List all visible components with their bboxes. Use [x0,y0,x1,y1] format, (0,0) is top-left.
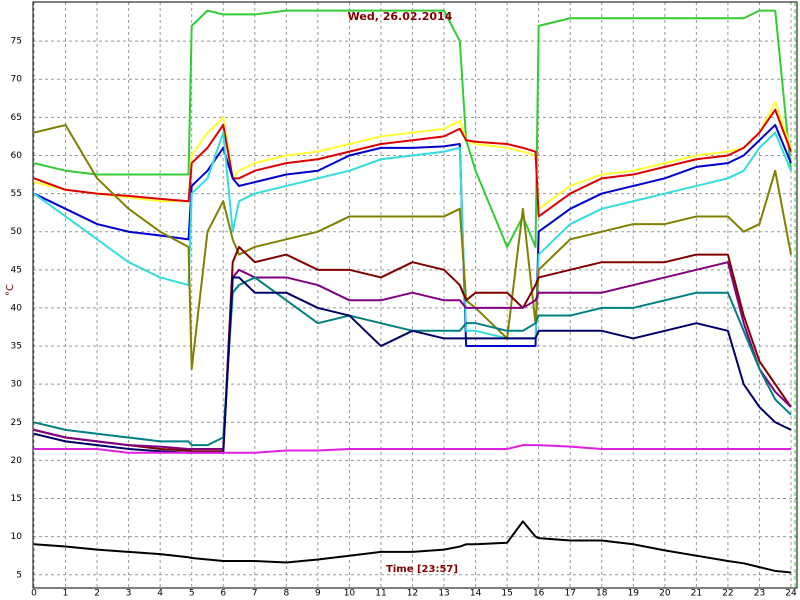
x-tick-label: 0 [31,589,37,599]
x-tick-label: 4 [157,589,163,599]
series-line [33,131,792,340]
y-tick-label: 15 [11,494,22,504]
x-tick-label: 7 [252,589,258,599]
x-tick-label: 14 [470,589,482,599]
series-line [33,123,792,370]
grid [33,2,797,588]
x-tick-label: 17 [564,589,575,599]
x-tick-label: 18 [596,589,608,599]
x-tick-label: 19 [628,589,640,599]
x-tick-label: 22 [722,589,733,599]
x-tick-label: 16 [533,589,545,599]
x-tick-label: 2 [94,589,100,599]
y-tick-label: 40 [11,303,23,313]
x-tick-label: 5 [189,589,195,599]
series-line [34,444,791,454]
y-tick-label: 45 [11,265,22,275]
chart-title: Wed, 26.02.2014 [348,10,453,23]
x-tick-label: 11 [375,589,386,599]
y-tick-label: 5 [16,570,22,580]
series-line [33,261,792,450]
x-tick-label: 15 [501,589,512,599]
y-tick-label: 20 [11,456,23,466]
y-tick-label: 30 [11,380,23,390]
x-tick-label: 24 [785,589,797,599]
x-tick-label: 23 [754,589,765,599]
x-tick-label: 12 [407,589,418,599]
y-tick-label: 25 [11,418,22,428]
y-tick-label: 65 [11,113,22,123]
x-tick-label: 6 [220,589,226,599]
x-tick-label: 20 [659,589,671,599]
lines [33,9,792,574]
series-line [33,276,792,447]
series-line [33,245,792,453]
series-line [33,108,792,218]
y-tick-label: 60 [11,151,23,161]
y-tick-label: 70 [11,75,23,85]
y-tick-label: 75 [11,37,22,47]
y-tick-label: 55 [11,189,22,199]
x-axis-label: Time [23:57] [386,564,458,575]
series-line [33,9,792,248]
x-tick-label: 3 [126,589,132,599]
y-axis-label: °C [5,284,16,296]
x-tick-label: 10 [344,589,356,599]
x-tick-label: 9 [315,589,321,599]
x-tick-label: 13 [438,589,449,599]
y-tick-label: 10 [11,532,23,542]
y-tick-label: 35 [11,342,22,352]
plot-frame [32,1,798,589]
x-tick-label: 1 [63,589,69,599]
series-line [33,520,792,574]
x-tick-label: 21 [691,589,702,599]
x-tick-label: 8 [283,589,289,599]
y-tick-label: 50 [11,227,23,237]
